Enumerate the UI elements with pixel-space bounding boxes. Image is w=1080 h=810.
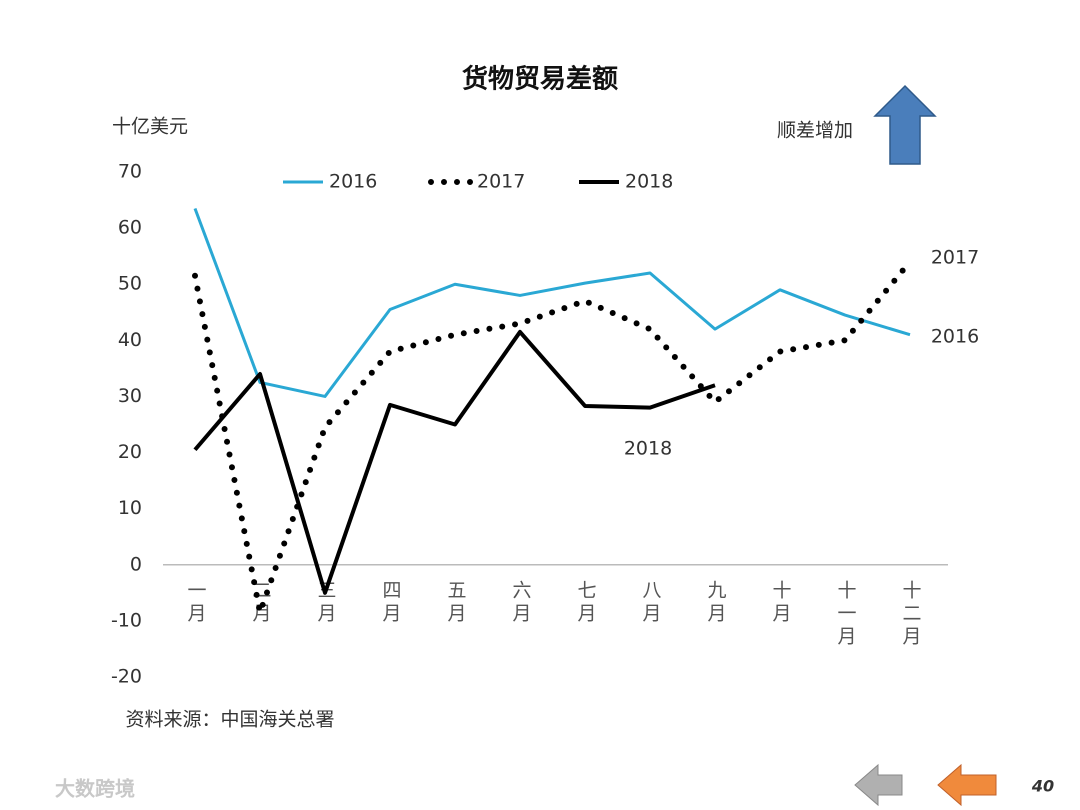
y-tick-label: 0 <box>130 553 142 575</box>
source: 资料来源：中国海关总署 <box>125 709 334 731</box>
x-tick-label: 十月 <box>770 580 792 626</box>
note: 顺差增加 <box>777 120 853 142</box>
x-tick-label: 四月 <box>380 580 402 626</box>
y-tick-label: 30 <box>118 385 142 407</box>
x-tick-label: 五月 <box>445 580 467 626</box>
legend-label: 2016 <box>329 171 377 193</box>
x-tick-label: 一月 <box>185 580 207 626</box>
annotation: 2017 <box>931 247 979 269</box>
watermark: 大数跨境 <box>55 777 135 801</box>
x-tick-label: 十二月 <box>900 580 922 649</box>
x-tick-label: 六月 <box>510 580 532 626</box>
legend-label: 2018 <box>625 171 673 193</box>
y-tick-label: 10 <box>118 497 142 519</box>
chart-title: 货物贸易差额 <box>462 64 618 95</box>
y-tick-label: -20 <box>111 666 142 688</box>
x-tick-label: 八月 <box>640 580 662 626</box>
nav-prev-orange[interactable] <box>937 763 997 807</box>
series-line <box>192 258 913 616</box>
up-arrow <box>873 84 937 165</box>
page-number: 40 <box>1031 777 1054 796</box>
y-tick-label: 20 <box>118 441 142 463</box>
annotation: 2018 <box>624 438 672 460</box>
x-tick-label: 十一月 <box>835 580 857 649</box>
y-axis-unit: 十亿美元 <box>112 116 188 138</box>
y-tick-label: 60 <box>118 217 142 239</box>
annotation: 2016 <box>931 326 979 348</box>
y-tick-label: 50 <box>118 273 142 295</box>
x-tick-label: 七月 <box>575 580 597 626</box>
legend-label: 2017 <box>477 171 525 193</box>
x-tick-label: 九月 <box>705 580 727 626</box>
nav-prev-gray[interactable] <box>854 763 903 807</box>
y-tick-label: 70 <box>118 161 142 183</box>
x-tick-label: 三月 <box>315 580 337 626</box>
y-tick-label: 40 <box>118 329 142 351</box>
series-line <box>193 329 716 595</box>
series-line <box>193 207 911 398</box>
y-tick-label: -10 <box>111 609 142 631</box>
